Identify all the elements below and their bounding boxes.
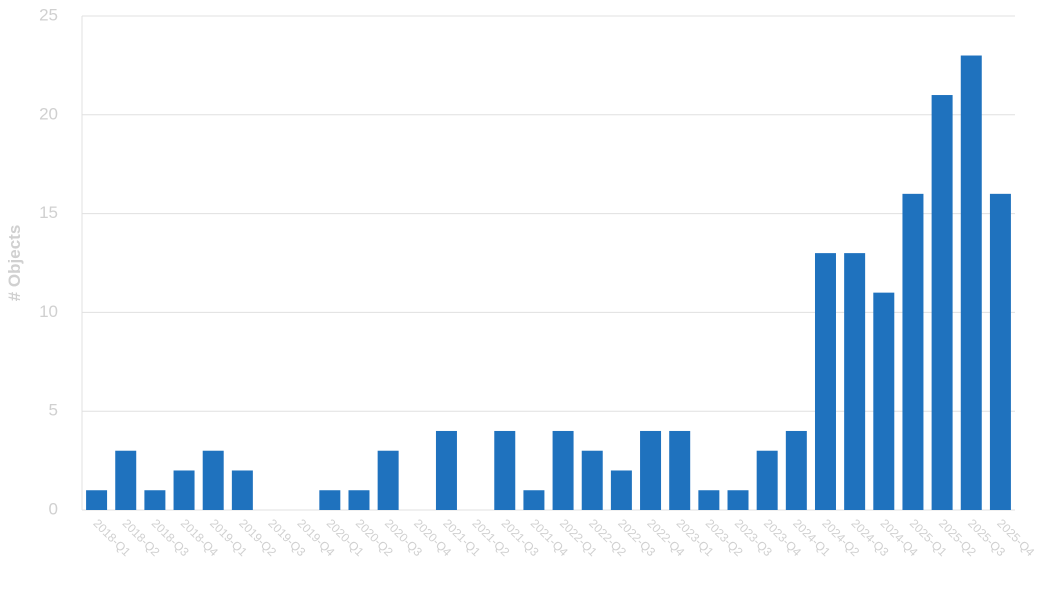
y-tick-label: 15: [39, 203, 58, 222]
y-tick-label: 5: [49, 401, 58, 420]
y-tick-label: 0: [49, 499, 58, 518]
bar: [86, 490, 108, 510]
bar: [581, 450, 603, 510]
bar: [844, 253, 866, 510]
bar: [756, 450, 778, 510]
bar: [610, 470, 632, 510]
bar: [202, 450, 224, 510]
bar: [785, 430, 807, 510]
bar: [814, 253, 836, 510]
bar: [902, 193, 924, 510]
bar: [494, 430, 516, 510]
bar: [231, 470, 253, 510]
bar: [115, 450, 137, 510]
bar: [960, 55, 982, 511]
bar: [727, 490, 749, 510]
bar: [552, 430, 574, 510]
bar: [348, 490, 370, 510]
bar: [698, 490, 720, 510]
bar: [873, 292, 895, 510]
bar: [173, 470, 195, 510]
bar: [669, 430, 691, 510]
y-tick-label: 25: [39, 5, 58, 24]
bar: [523, 490, 545, 510]
bar: [319, 490, 341, 510]
bar: [640, 430, 662, 510]
bar: [377, 450, 399, 510]
bar: [989, 193, 1011, 510]
y-tick-label: 10: [39, 302, 58, 321]
y-tick-label: 20: [39, 104, 58, 123]
bar: [144, 490, 166, 510]
y-axis-label: # Objects: [5, 225, 24, 302]
bar: [931, 95, 953, 510]
bar: [435, 430, 457, 510]
